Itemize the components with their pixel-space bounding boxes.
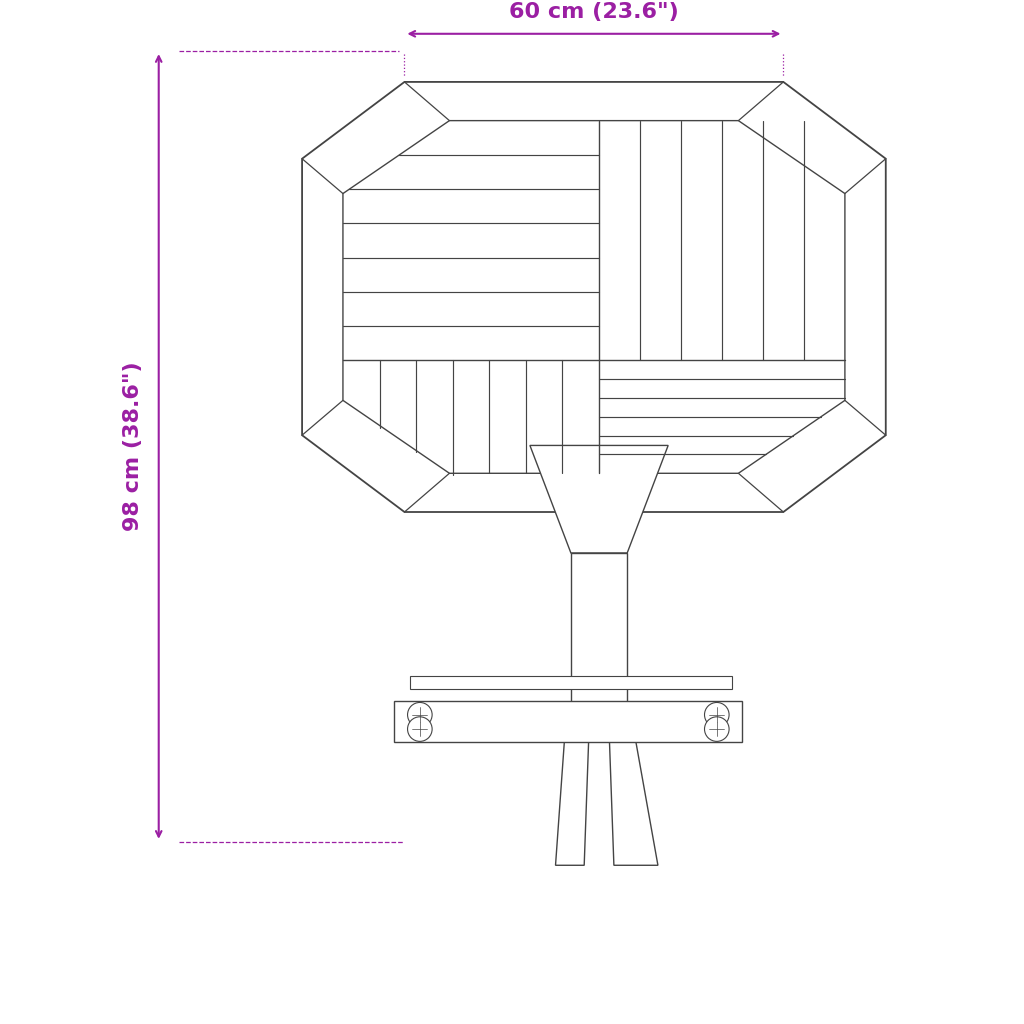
Text: 60 cm (23.6"): 60 cm (23.6") — [509, 1, 679, 22]
Polygon shape — [410, 676, 732, 689]
Polygon shape — [302, 82, 886, 512]
Polygon shape — [343, 121, 845, 473]
Polygon shape — [555, 722, 590, 865]
Polygon shape — [608, 722, 657, 865]
Circle shape — [408, 702, 432, 727]
Circle shape — [705, 717, 729, 741]
Text: 98 cm (38.6"): 98 cm (38.6") — [123, 361, 143, 531]
Polygon shape — [530, 445, 668, 553]
Circle shape — [705, 702, 729, 727]
Circle shape — [408, 717, 432, 741]
Polygon shape — [394, 701, 742, 742]
Polygon shape — [571, 553, 627, 722]
